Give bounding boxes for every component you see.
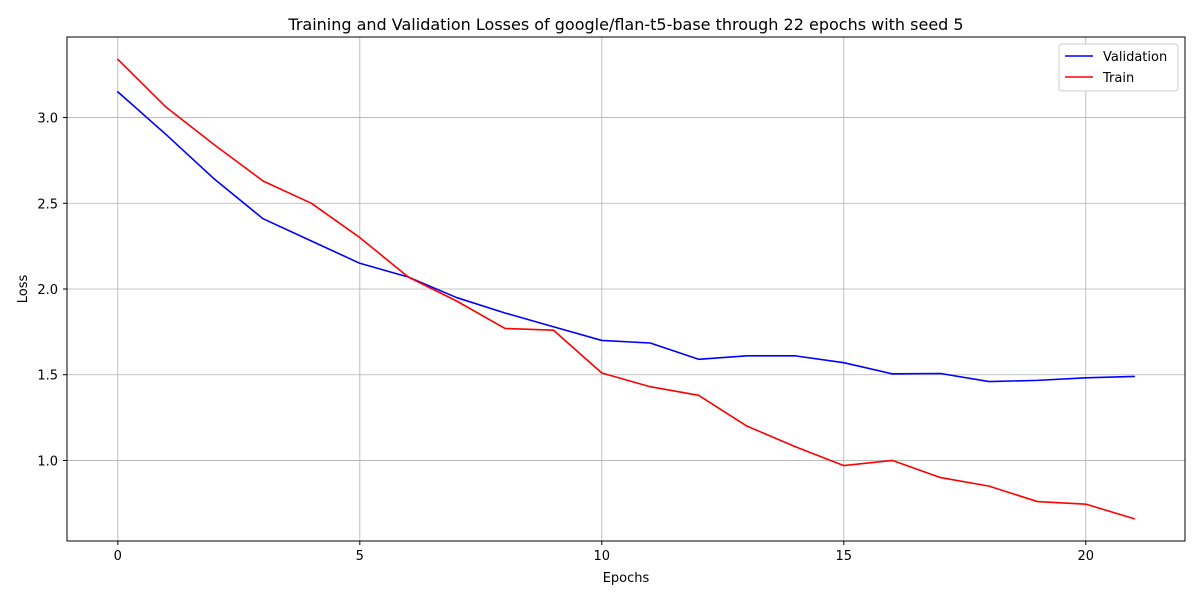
y-tick-label: 2.5 [37,197,58,212]
y-axis-ticks: 1.0 1.5 2.0 2.5 3.0 [37,112,67,469]
chart-title: Training and Validation Losses of google… [287,15,963,34]
x-tick-label: 20 [1078,549,1095,564]
y-axis-label: Loss [16,275,31,304]
x-tick-label: 0 [114,549,122,564]
legend-label-validation: Validation [1103,50,1167,65]
x-tick-label: 5 [356,549,364,564]
y-tick-label: 3.0 [37,112,58,127]
y-tick-label: 1.5 [37,369,58,384]
x-axis-label: Epochs [603,571,650,586]
series-line-train [117,58,1135,520]
x-tick-label: 10 [594,549,611,564]
series-line-validation [117,91,1135,383]
y-tick-label: 2.0 [37,283,58,298]
series-lines [117,58,1135,520]
grid [67,37,1185,541]
x-axis-ticks: 0 5 10 15 20 [114,541,1094,564]
x-tick-label: 15 [836,549,853,564]
y-tick-label: 1.0 [37,454,58,469]
legend-label-train: Train [1102,71,1134,86]
legend: Validation Train [1058,43,1179,92]
